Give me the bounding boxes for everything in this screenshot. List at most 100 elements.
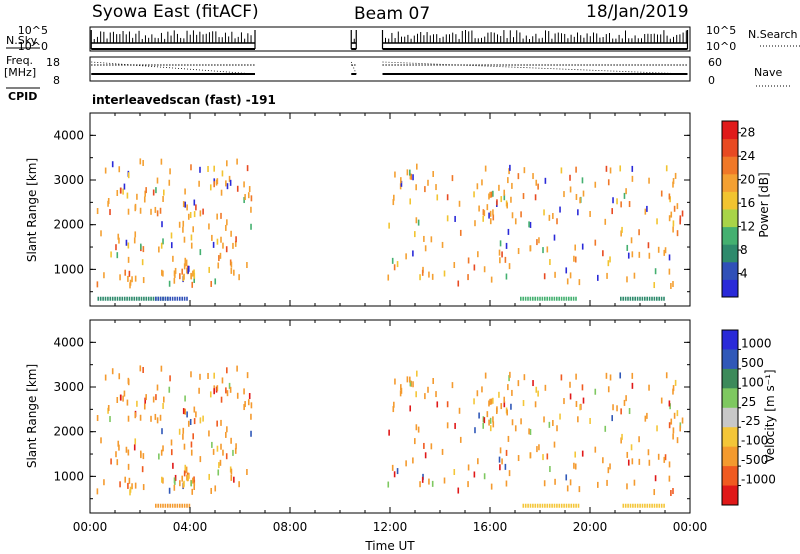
power-echo xyxy=(543,273,546,280)
velocity-echo xyxy=(607,386,610,393)
power-echo xyxy=(118,237,120,244)
power-echo xyxy=(631,175,634,182)
power-echo xyxy=(424,186,426,193)
velocity-echo xyxy=(172,462,174,469)
power-echo xyxy=(554,271,556,278)
velocity-echo xyxy=(441,448,444,455)
velocity-echo xyxy=(646,412,648,419)
velocity-echo xyxy=(549,466,551,473)
power-colorbar-label: Power [dB] xyxy=(757,172,771,237)
power-colorbar-swatch xyxy=(722,244,738,263)
power-echo xyxy=(582,190,585,197)
velocity-echo xyxy=(182,433,184,440)
velocity-echo xyxy=(193,484,196,491)
power-echo xyxy=(488,212,490,219)
power-ground-echo xyxy=(646,296,648,301)
velocity-echo xyxy=(414,438,416,445)
power-echo xyxy=(96,208,99,215)
power-echo xyxy=(216,213,218,220)
power-echo xyxy=(190,273,193,280)
velocity-ground-echo xyxy=(622,503,625,508)
power-ground-echo xyxy=(548,296,551,301)
velocity-ground-echo xyxy=(641,503,644,508)
velocity-echo xyxy=(416,370,418,377)
power-ground-echo xyxy=(147,296,150,301)
power-echo xyxy=(394,171,396,178)
freq-series xyxy=(91,61,688,75)
velocity-echo xyxy=(162,477,164,484)
velocity-echo xyxy=(458,407,461,414)
velocity-echo xyxy=(228,382,231,389)
power-echo xyxy=(127,242,130,249)
power-echo xyxy=(488,193,490,200)
power-colorbar-tick-label: 24 xyxy=(740,149,755,163)
nsky-tick-low: 10^0 xyxy=(18,40,48,53)
velocity-echo xyxy=(606,479,608,486)
power-ground-echo xyxy=(627,296,629,301)
velocity-echo xyxy=(185,466,188,473)
velocity-echo xyxy=(246,469,248,476)
freq-edge xyxy=(350,61,357,75)
velocity-echo xyxy=(211,441,213,448)
power-echo xyxy=(213,181,215,188)
power-echo xyxy=(186,204,188,211)
power-echo xyxy=(139,158,142,165)
velocity-colorbar-frame xyxy=(721,329,739,506)
velocity-echo xyxy=(104,374,107,381)
power-echo xyxy=(581,177,584,184)
velocity-colorbar-swatch xyxy=(722,407,738,428)
power-echo xyxy=(218,255,220,262)
velocity-echo xyxy=(220,419,222,426)
velocity-echo xyxy=(520,418,522,425)
power-echo xyxy=(192,226,194,233)
velocity-echo xyxy=(116,396,119,403)
velocity-echo xyxy=(198,387,200,394)
velocity-echo xyxy=(604,425,607,432)
velocity-echo xyxy=(665,372,668,379)
power-echo xyxy=(142,246,145,253)
velocity-colorbar-tick-label: -100 xyxy=(741,434,768,448)
power-echo xyxy=(505,273,508,280)
power-echo xyxy=(498,184,500,191)
power-echo xyxy=(156,210,159,217)
velocity-echo xyxy=(154,413,157,420)
power-echo xyxy=(199,249,202,256)
velocity-echo xyxy=(648,459,651,466)
power-echo xyxy=(594,239,597,246)
velocity-ground-echo xyxy=(629,503,632,508)
velocity-echo xyxy=(400,387,403,394)
power-echo xyxy=(225,224,227,231)
velocity-echo xyxy=(412,381,414,388)
power-echo xyxy=(529,245,532,252)
velocity-echo xyxy=(559,413,561,420)
velocity-ground-echo xyxy=(524,503,527,508)
power-echo xyxy=(638,229,640,236)
velocity-echo xyxy=(168,487,171,494)
y-tick-label: 3000 xyxy=(53,173,84,187)
velocity-echo xyxy=(633,479,636,486)
power-echo xyxy=(116,189,119,196)
power-echo xyxy=(189,211,192,218)
velocity-echo xyxy=(216,420,218,427)
power-ground-echo xyxy=(636,296,639,301)
power-echo xyxy=(142,159,144,166)
nsky-tick-high: 10^5 xyxy=(18,24,48,37)
power-ground-echo xyxy=(553,296,556,301)
power-echo xyxy=(668,268,671,275)
power-echo xyxy=(162,238,164,245)
power-colorbar-swatch xyxy=(722,226,738,245)
power-echo xyxy=(436,194,439,201)
power-ground-echo xyxy=(536,296,539,301)
power-echo xyxy=(597,274,599,281)
power-echo xyxy=(500,196,503,203)
velocity-echo xyxy=(566,485,569,492)
power-echo xyxy=(243,197,245,204)
velocity-echo xyxy=(672,488,674,495)
power-echo xyxy=(473,191,475,198)
power-echo xyxy=(126,192,129,199)
velocity-ground-echo xyxy=(169,503,171,508)
power-echo xyxy=(160,158,163,165)
velocity-colorbar-tick-label: -500 xyxy=(741,453,768,467)
velocity-echo xyxy=(134,438,137,445)
